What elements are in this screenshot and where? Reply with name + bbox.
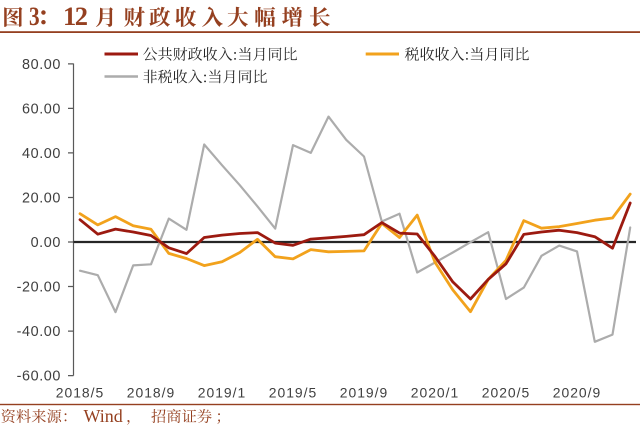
- svg-text:-40.00: -40.00: [17, 324, 61, 340]
- svg-text:2019/9: 2019/9: [340, 385, 389, 401]
- svg-text:2020/9: 2020/9: [553, 385, 602, 401]
- svg-text:20.00: 20.00: [22, 191, 61, 207]
- svg-text:2018/9: 2018/9: [127, 385, 176, 401]
- svg-text:80.00: 80.00: [22, 57, 61, 73]
- svg-text:-60.00: -60.00: [17, 369, 61, 385]
- svg-text:60.00: 60.00: [22, 101, 61, 117]
- svg-text:0.00: 0.00: [31, 235, 61, 251]
- svg-text:40.00: 40.00: [22, 146, 61, 162]
- svg-text:3: 3: [29, 3, 40, 32]
- svg-text:2019/1: 2019/1: [198, 385, 247, 401]
- svg-text:2020/5: 2020/5: [482, 385, 531, 401]
- svg-text:2020/1: 2020/1: [411, 385, 460, 401]
- svg-text:2019/5: 2019/5: [269, 385, 318, 401]
- svg-text:-20.00: -20.00: [17, 280, 61, 296]
- svg-text:12: 12: [63, 1, 88, 31]
- svg-text:2018/5: 2018/5: [56, 385, 105, 401]
- svg-text:Wind: Wind: [84, 406, 123, 426]
